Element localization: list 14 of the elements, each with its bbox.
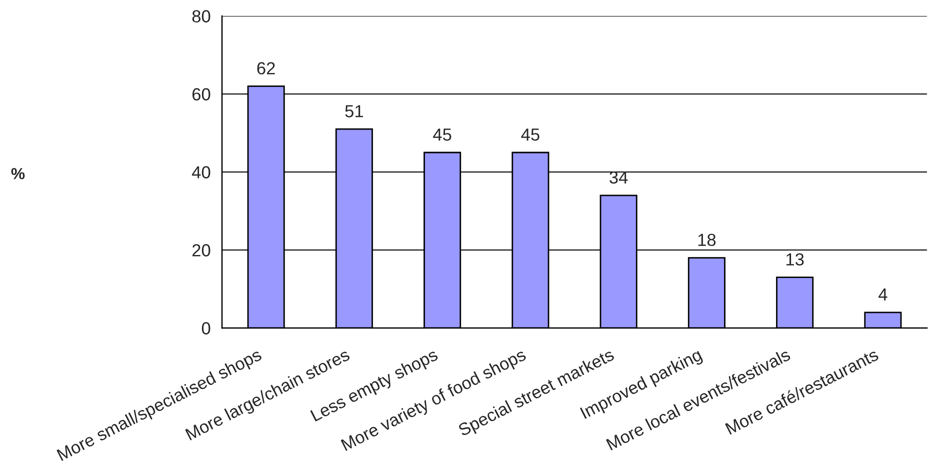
y-tick-label: 20	[192, 244, 210, 256]
y-tick-label: 0	[202, 322, 210, 334]
data-label: 45	[433, 128, 452, 141]
y-axis-title: %	[11, 168, 25, 180]
data-label: 4	[878, 288, 888, 300]
y-tick-label: 40	[192, 166, 210, 178]
data-label: 51	[345, 105, 363, 118]
data-label: 62	[257, 62, 275, 74]
data-label: 18	[698, 234, 716, 246]
data-label: 45	[521, 128, 540, 141]
data-label: 13	[786, 253, 804, 266]
data-label: 34	[610, 171, 628, 184]
y-tick-label: 60	[192, 88, 210, 100]
y-tick-label: 80	[192, 10, 210, 22]
